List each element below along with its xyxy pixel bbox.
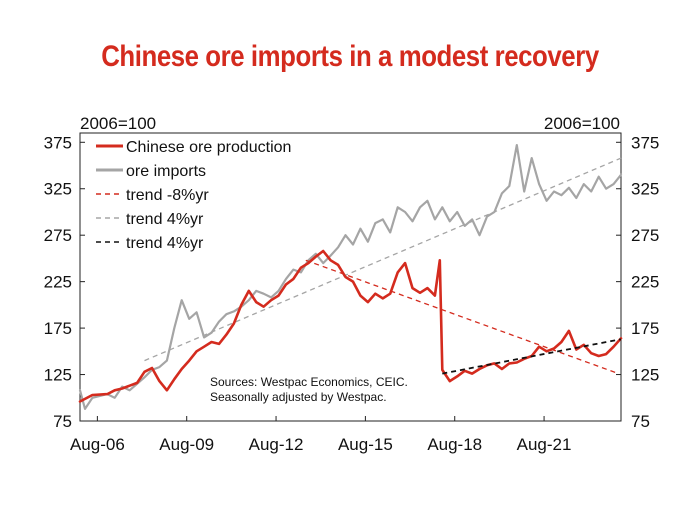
- series-line-4: [442, 338, 622, 375]
- x-tick-label: Aug-06: [70, 435, 125, 454]
- y-tick-right-label: 175: [631, 319, 659, 338]
- y-tick-left-label: 75: [53, 412, 72, 431]
- y-tick-left-label: 275: [44, 226, 72, 245]
- source-note-line-1: Sources: Westpac Economics, CEIC.: [210, 375, 408, 389]
- legend-label-3: trend 4%yr: [126, 211, 204, 228]
- y-unit-left: 2006=100: [80, 114, 156, 133]
- series-line-3: [144, 157, 622, 362]
- legend-label-2: trend -8%yr: [126, 187, 209, 204]
- chart-title: Chinese ore imports in a modest recovery: [101, 40, 599, 73]
- x-tick-label: Aug-21: [517, 435, 572, 454]
- x-tick-label: Aug-18: [427, 435, 482, 454]
- x-tick-label: Aug-12: [249, 435, 304, 454]
- y-axis-right: 75 125 175 225 275 325 375: [616, 133, 659, 431]
- source-note: Sources: Westpac Economics, CEIC. Season…: [210, 375, 408, 404]
- series-layer: [78, 144, 623, 410]
- y-tick-right-label: 275: [631, 226, 659, 245]
- x-tick-label: Aug-15: [338, 435, 393, 454]
- y-tick-left-label: 325: [44, 180, 72, 199]
- y-tick-left-label: 225: [44, 273, 72, 292]
- y-unit-right: 2006=100: [544, 114, 620, 133]
- y-tick-left-label: 175: [44, 319, 72, 338]
- legend-label-4: trend 4%yr: [126, 235, 204, 252]
- plot-frame: [79, 132, 622, 422]
- y-tick-right-label: 325: [631, 180, 659, 199]
- x-tick-label: Aug-09: [159, 435, 214, 454]
- source-note-line-2: Seasonally adjusted by Westpac.: [210, 390, 387, 404]
- y-tick-left-label: 125: [44, 366, 72, 385]
- legend: Chinese ore production ore imports trend -…: [96, 139, 291, 252]
- y-axis-left: 75 125 175 225 275 325 375: [44, 133, 85, 431]
- x-axis: Aug-06 Aug-09 Aug-12 Aug-15 Aug-18 Aug-21: [70, 416, 572, 454]
- y-tick-right-label: 375: [631, 133, 659, 152]
- series-line-1: [78, 144, 623, 410]
- series-line-2: [305, 259, 619, 375]
- legend-label-0: Chinese ore production: [126, 139, 291, 156]
- y-tick-right-label: 225: [631, 273, 659, 292]
- y-tick-left-label: 375: [44, 133, 72, 152]
- y-tick-right-label: 125: [631, 366, 659, 385]
- legend-label-1: ore imports: [126, 163, 206, 180]
- y-tick-right-label: 75: [631, 412, 650, 431]
